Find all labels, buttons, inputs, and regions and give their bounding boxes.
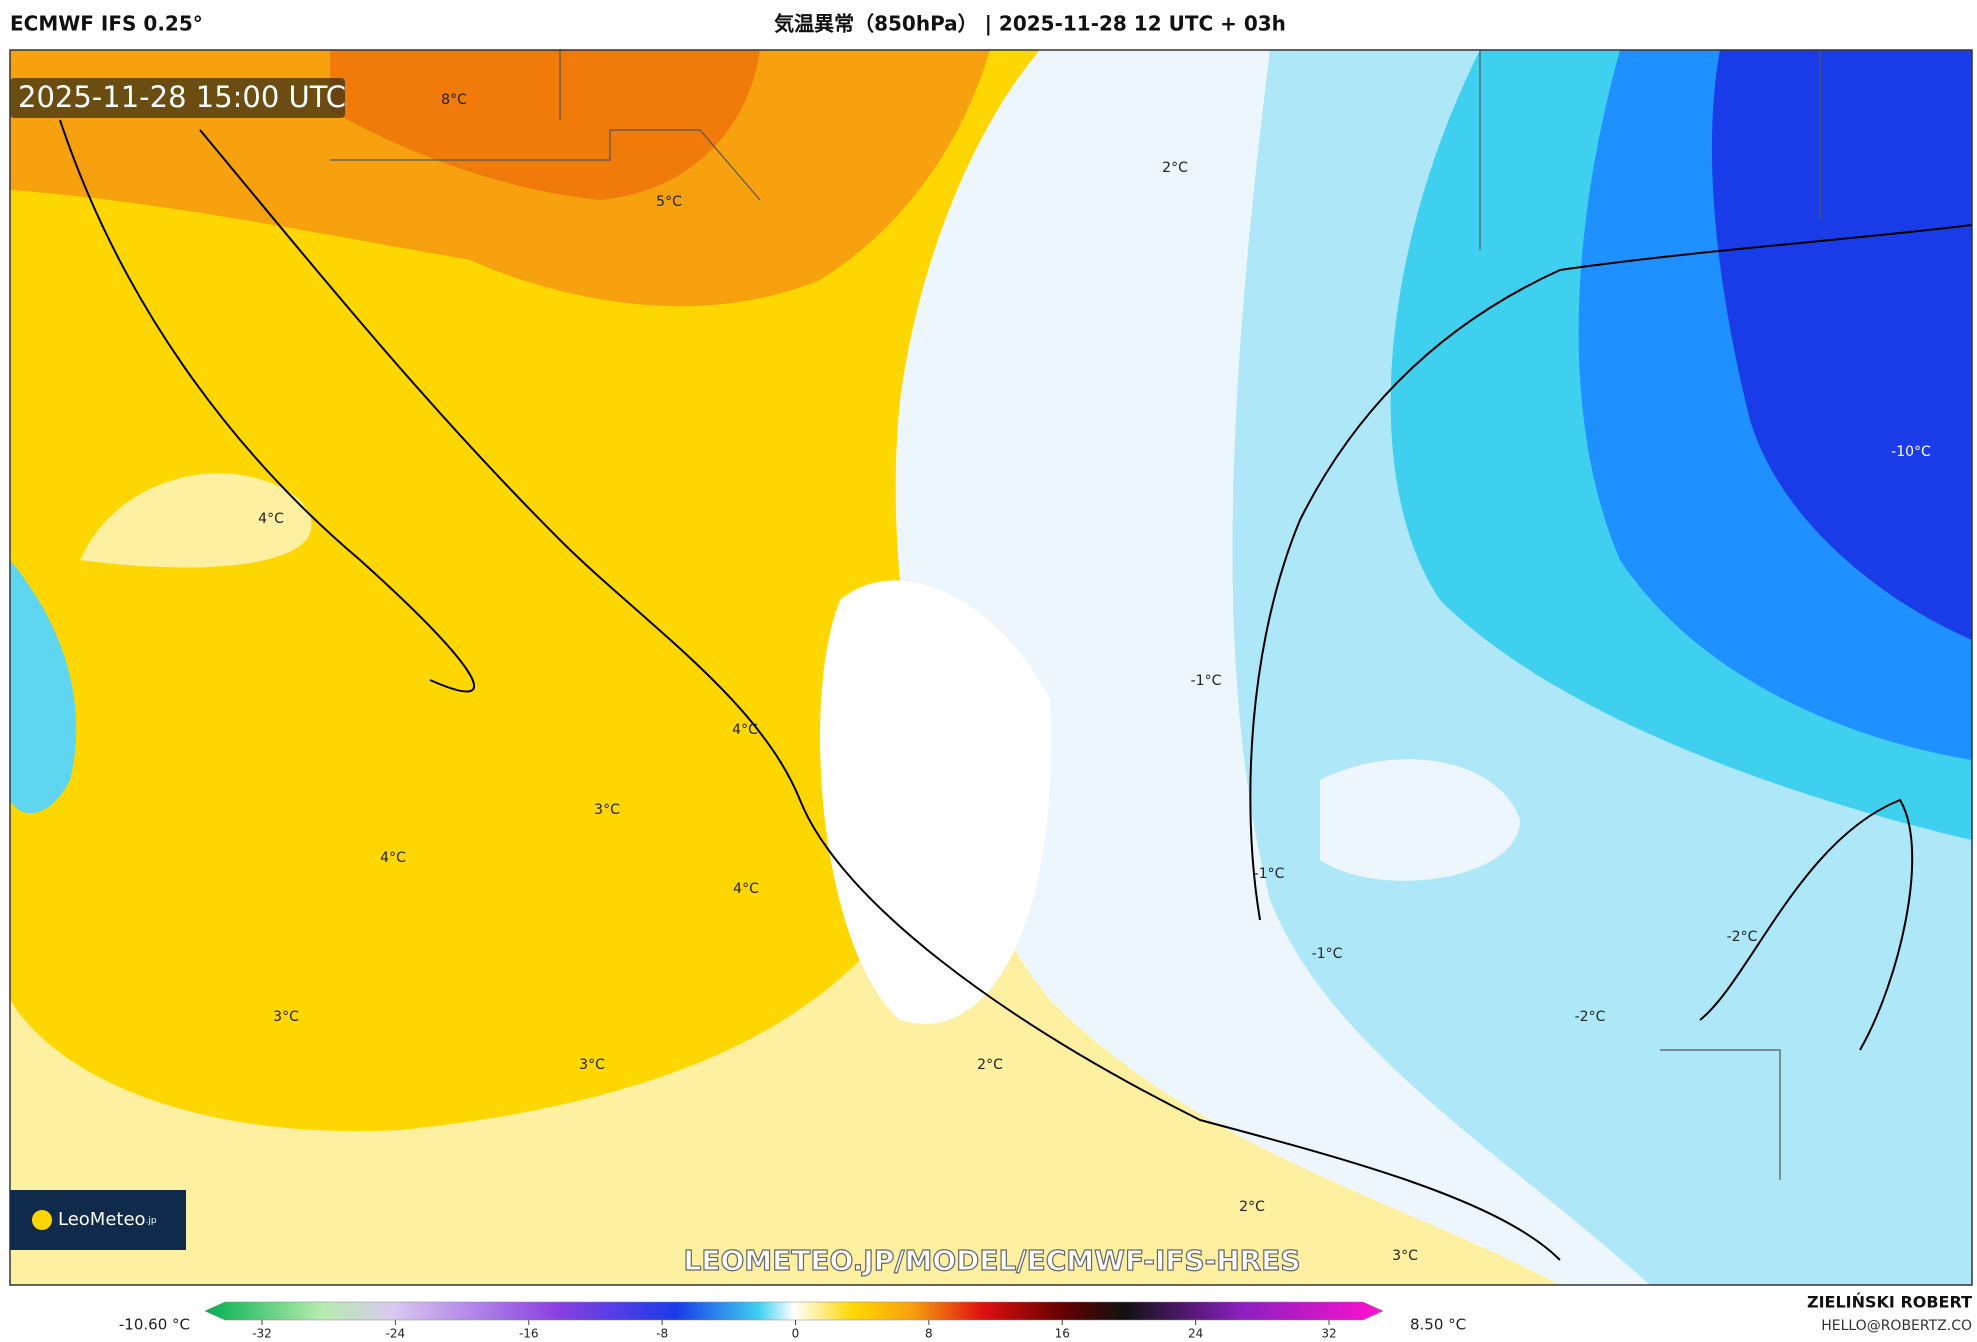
contour-label: 8°C	[441, 92, 467, 108]
tick-label: -8	[656, 1327, 668, 1339]
tick-label: -24	[386, 1327, 406, 1339]
tick-label: 8	[925, 1327, 933, 1339]
contour-label: 2°C	[977, 1057, 1003, 1073]
contour-label: -1°C	[1254, 866, 1285, 882]
tick-label: 0	[792, 1327, 800, 1339]
map	[10, 50, 1972, 1285]
contour-label: 4°C	[380, 850, 406, 866]
timestamp: 2025-11-28 15:00 UTC	[18, 80, 346, 114]
tick-label: -16	[519, 1327, 539, 1339]
contour-label: -1°C	[1312, 946, 1343, 962]
contour-label: -1°C	[1191, 673, 1222, 689]
contour-label: 4°C	[732, 722, 758, 738]
contour-label: -10°C	[1891, 444, 1931, 460]
author: ZIELIŃSKI ROBERT	[1807, 1293, 1972, 1312]
contour-label: -2°C	[1727, 929, 1758, 945]
contour-label: 5°C	[656, 194, 682, 210]
timestamp-box	[10, 78, 345, 118]
map-title: 気温異常（850hPa） | 2025-11-28 12 UTC + 03h	[774, 12, 1286, 36]
contour-label: 4°C	[258, 511, 284, 527]
colorbar-ticks: -32 -24 -16 -8 0 8 16 24 32	[252, 1320, 1337, 1341]
contour-label: 2°C	[1239, 1199, 1265, 1215]
logo-sun	[32, 1210, 52, 1230]
tick-label: -32	[252, 1327, 272, 1339]
colorbar-min: -10.60 °C	[119, 1316, 190, 1334]
tick-label: 16	[1055, 1327, 1070, 1339]
contour-label: 3°C	[579, 1057, 605, 1073]
contact: HELLO@ROBERTZ.CO	[1821, 1318, 1972, 1334]
tick-label: 32	[1321, 1327, 1336, 1339]
map-frame	[9, 49, 1973, 1286]
contour-label: -2°C	[1575, 1009, 1606, 1025]
tick-label: 24	[1188, 1327, 1203, 1339]
model-name: ECMWF IFS 0.25°	[10, 12, 203, 36]
colorbar	[204, 1301, 1384, 1321]
contour-label: 3°C	[1392, 1248, 1418, 1264]
contour-label: 3°C	[594, 802, 620, 818]
contour-label: 3°C	[273, 1009, 299, 1025]
contour-label: 2°C	[1162, 160, 1188, 176]
logo: LeoMeteo.jp	[58, 1209, 157, 1230]
watermark: LEOMETEO.JP/MODEL/ECMWF-IFS-HRES	[683, 1244, 1300, 1277]
contour-label: 4°C	[733, 881, 759, 897]
colorbar-max: 8.50 °C	[1410, 1316, 1466, 1334]
